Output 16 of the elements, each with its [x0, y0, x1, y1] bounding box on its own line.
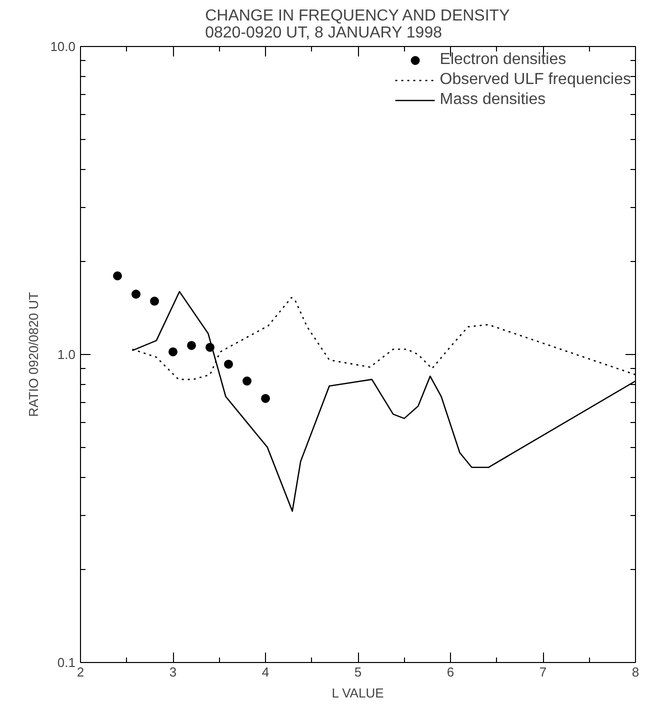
x-tick-label: 8	[632, 664, 640, 680]
y-tick-label: 1.0	[57, 347, 76, 362]
chart-title: CHANGE IN FREQUENCY AND DENSITY 0820-0920 UT, 8 JANUARY 1998	[205, 8, 510, 42]
y-tick-label: 0.1	[57, 655, 76, 670]
y-axis-title: RATIO 0920/0820 UT	[26, 292, 42, 417]
x-axis-title: L VALUE	[332, 686, 384, 700]
x-tick-label: 3	[169, 664, 177, 680]
x-tick-label: 6	[446, 664, 454, 680]
x-tick-label: 4	[262, 664, 270, 680]
legend-label: Mass densities	[440, 91, 546, 109]
x-tick-label: 7	[539, 664, 547, 680]
x-tick-label: 5	[354, 664, 362, 680]
x-tick-label: 2	[76, 664, 84, 680]
y-tick-label: 10.0	[50, 39, 76, 54]
legend-label: Observed ULF frequencies	[440, 71, 631, 89]
legend-label: Electron densities	[440, 51, 566, 69]
